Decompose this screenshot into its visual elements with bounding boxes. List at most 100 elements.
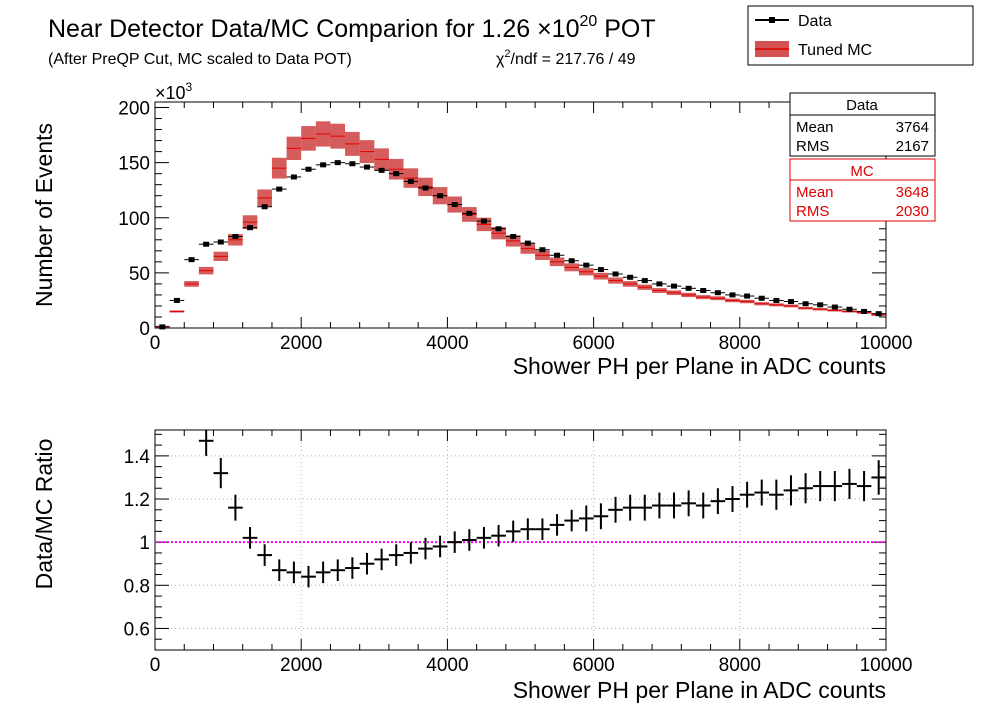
data-point [466,210,473,216]
data-point [495,226,502,232]
data-point [861,308,868,314]
data-point [203,241,210,247]
top-axis-labels: 0 2000 4000 6000 8000 10000 0 50 100 150 200 [118,99,912,354]
top-x-tick-label: 0 [150,333,161,354]
data-point [247,225,254,231]
legend-data-label: Data [798,13,832,30]
data-point [773,297,780,303]
stats-mc-mean-label: Mean [796,184,834,201]
data-point [802,301,809,307]
data-point [378,167,385,173]
data-point [349,161,356,167]
data-point [451,202,458,208]
data-point [612,271,619,277]
legend: Data Tuned MC [747,5,974,66]
bottom-x-tick-label: 8000 [719,655,761,676]
bottom-x-tick-label: 4000 [426,655,468,676]
top-x-tick-label: 4000 [426,333,468,354]
data-point [407,178,414,184]
bottom-x-tick-label: 10000 [860,655,913,676]
data-point [656,281,663,287]
data-point [641,278,648,284]
bottom-axis-labels: 0 2000 4000 6000 8000 10000 0.6 0.8 1 1.2 1.4 [124,447,913,676]
top-y-tick-label: 100 [118,209,150,230]
bottom-y-axis-title: Data/MC Ratio [31,439,57,590]
stats-mc-title: MC [850,163,873,180]
data-point [510,233,517,239]
top-plot-frame [154,101,887,329]
bottom-x-tick-label: 0 [150,655,161,676]
data-point [261,204,268,210]
data-point [729,292,736,298]
bottom-x-tick-label: 2000 [280,655,322,676]
top-y-tick-label: 50 [129,264,150,285]
data-series [155,160,886,330]
stats-mc-rms-value: 2030 [896,203,929,220]
top-x-axis-title: Shower PH per Plane in ADC counts [513,353,886,379]
ratio-series [198,430,886,588]
top-axis-ticks [154,102,887,329]
top-y-tick-label: 150 [118,154,150,175]
bottom-y-tick-label: 0.6 [124,619,150,640]
chart-title: Near Detector Data/MC Comparion for 1.26… [48,13,656,43]
data-point [334,160,341,166]
data-point [568,258,575,264]
data-point [276,186,283,192]
data-point [627,274,634,280]
chi2-label: χ2/ndf = 217.76 / 49 [496,48,636,68]
data-point [817,302,824,308]
data-point [831,304,838,310]
top-x-tick-label: 10000 [860,333,913,354]
data-point [597,267,604,273]
stats-data-title: Data [846,97,878,114]
data-point [363,164,370,170]
data-point [524,240,531,246]
top-y-tick-label: 0 [139,319,150,340]
data-point [188,257,195,263]
bottom-y-tick-label: 1 [139,533,150,554]
stats-mc-box: MC Mean 3648 RMS 2030 [789,158,936,222]
bottom-x-tick-label: 6000 [572,655,614,676]
data-point [583,262,590,268]
data-point [875,311,882,317]
bottom-y-tick-label: 1.2 [124,490,150,511]
data-point [480,218,487,224]
data-point [539,247,546,253]
data-point [671,283,678,289]
stats-mc-mean-value: 3648 [896,184,929,201]
data-point [758,295,765,301]
bottom-axis-ticks [154,430,887,651]
stats-mc-rms-label: RMS [796,203,829,220]
stats-data-rms-label: RMS [796,138,829,155]
data-point [305,166,312,172]
data-point [290,174,297,180]
top-x-tick-label: 2000 [280,333,322,354]
data-point [714,290,721,296]
bottom-plot-frame [154,429,887,651]
data-point [159,324,166,330]
data-point [554,252,561,258]
data-point [422,185,429,191]
data-point [320,162,327,168]
top-y-tick-label: 200 [118,99,150,120]
data-point [437,193,444,199]
data-point [685,285,692,291]
bottom-x-axis-title: Shower PH per Plane in ADC counts [513,677,886,703]
legend-mc-label: Tuned MC [798,42,872,59]
data-point [393,171,400,177]
data-point [787,299,794,305]
mc-band-series [155,121,886,328]
data-point [846,306,853,312]
stats-data-box: Data Mean 3764 RMS 2167 [789,92,936,157]
data-point [700,288,707,294]
stats-data-mean-value: 3764 [896,119,929,136]
stats-data-mean-label: Mean [796,119,834,136]
bottom-y-tick-label: 0.8 [124,576,150,597]
chart-subtitle: (After PreQP Cut, MC scaled to Data POT) [48,51,352,68]
data-point [217,239,224,245]
data-point [173,297,180,303]
stats-data-rms-value: 2167 [896,138,929,155]
data-point [744,293,751,299]
bottom-grid [155,430,886,650]
